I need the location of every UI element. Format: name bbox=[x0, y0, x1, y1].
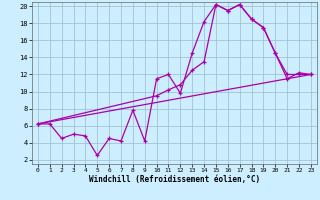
X-axis label: Windchill (Refroidissement éolien,°C): Windchill (Refroidissement éolien,°C) bbox=[89, 175, 260, 184]
